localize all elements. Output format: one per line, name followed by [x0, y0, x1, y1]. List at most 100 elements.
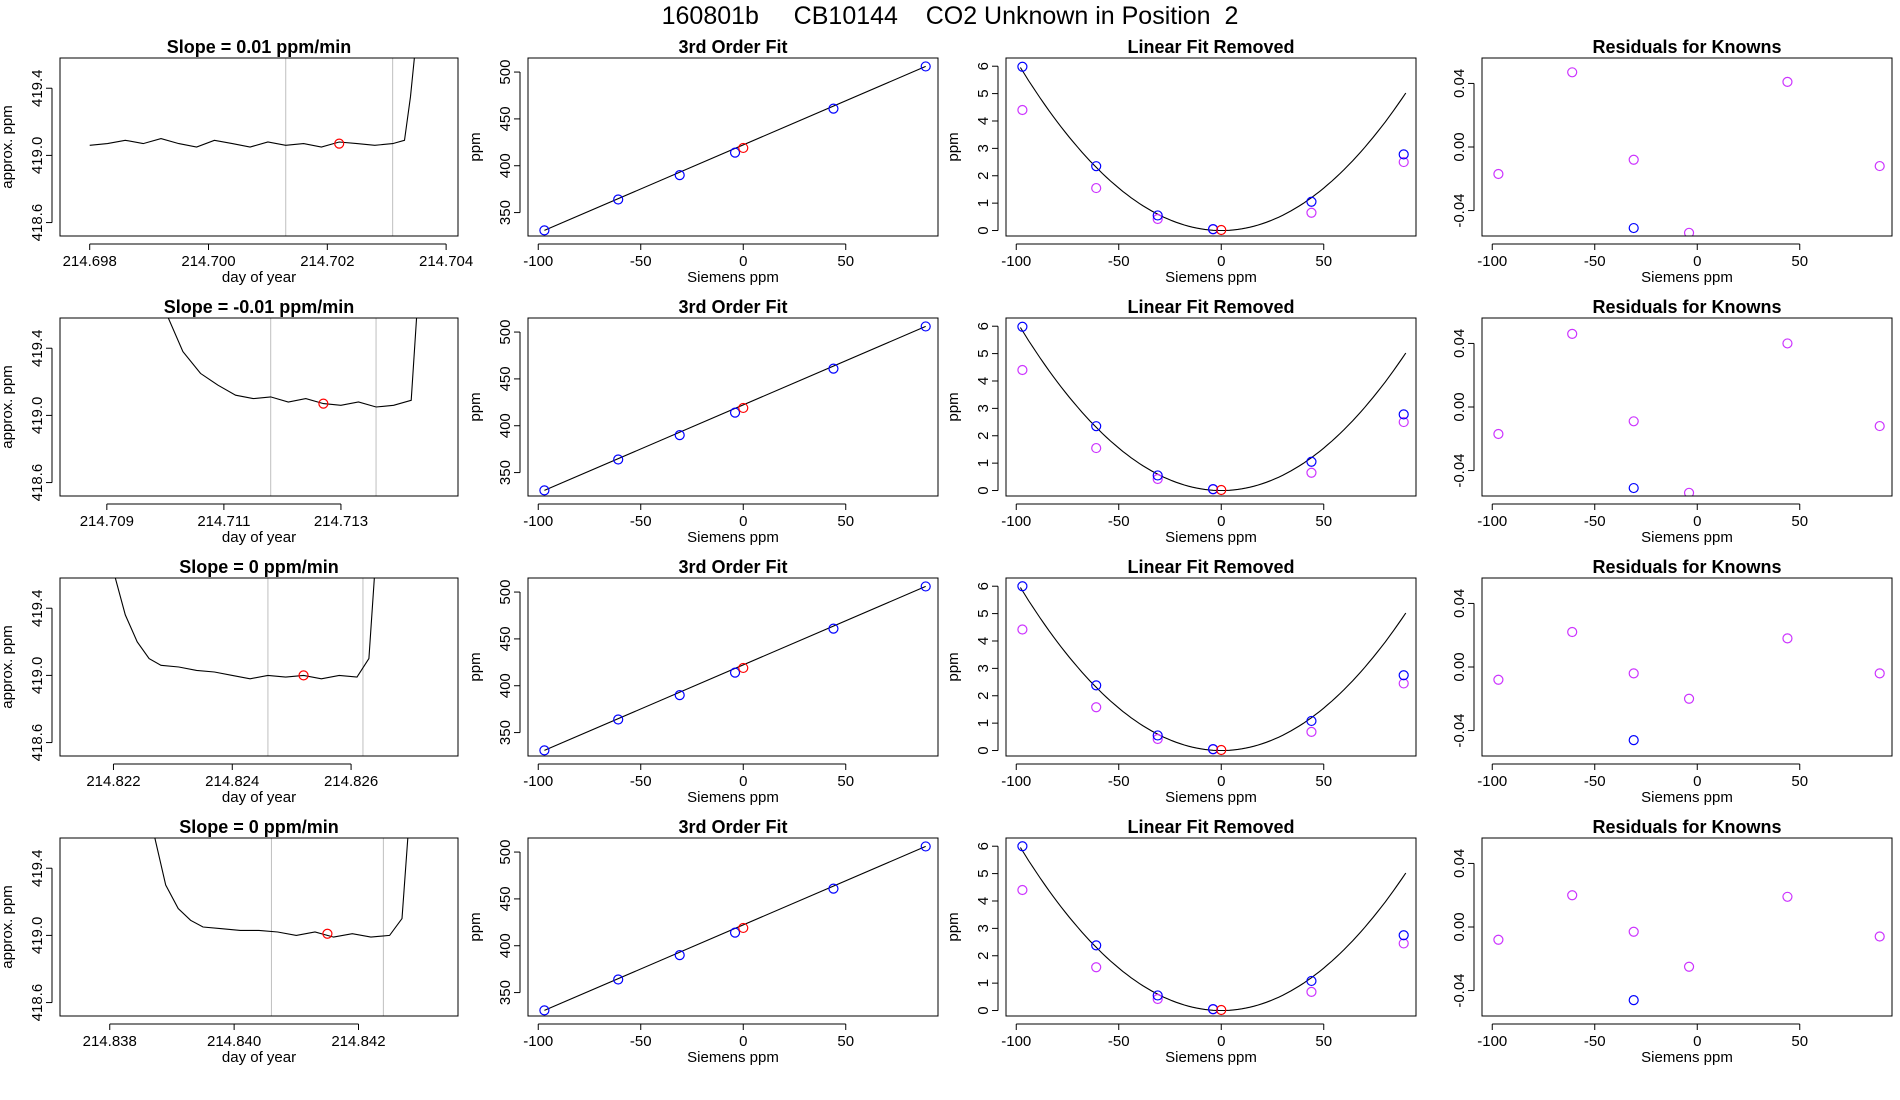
x-tick-label: -100 — [1001, 1033, 1031, 1050]
y-tick-label: 500 — [497, 840, 514, 865]
y-tick-label: 2 — [975, 172, 992, 180]
x-axis-label: Siemens ppm — [687, 269, 779, 286]
x-tick-label: -50 — [630, 513, 652, 530]
y-tick-label: 3 — [975, 924, 992, 932]
x-tick-label: 214.709 — [80, 513, 134, 530]
standard-point — [1306, 715, 1317, 727]
unknown-point — [298, 670, 309, 681]
x-tick-label: 214.713 — [314, 513, 368, 530]
panel-title: 3rd Order Fit — [678, 557, 787, 577]
residual-point — [1493, 428, 1504, 440]
x-tick-label: 214.838 — [83, 1033, 137, 1050]
panel-title: Linear Fit Removed — [1127, 297, 1294, 317]
y-tick-label: 418.6 — [29, 204, 46, 242]
x-axis-label: Siemens ppm — [1641, 1049, 1733, 1066]
residual-point — [1683, 693, 1695, 704]
trace-line — [154, 838, 409, 938]
x-tick-label: -100 — [1477, 773, 1507, 790]
residual-point — [1782, 891, 1793, 902]
data-layer — [1017, 321, 1409, 496]
y-tick-label: 2 — [975, 432, 992, 440]
panel-time-trace-4: Slope = 0 ppm/min 214.838 214.840 214.842 da… — [0, 817, 459, 1066]
standard-point — [729, 147, 741, 158]
standard-point — [674, 950, 685, 961]
standard-point — [1152, 730, 1163, 741]
x-tick-label: -100 — [1001, 253, 1031, 270]
y-tick-label: 1 — [975, 199, 992, 207]
y-axis-label: approx. ppm — [0, 105, 16, 188]
residual-point — [1628, 154, 1639, 165]
plot-frame — [527, 837, 939, 1017]
residual-point — [1493, 168, 1504, 180]
y-axis-label: ppm — [945, 392, 962, 421]
data-layer — [539, 581, 931, 756]
plot-frame — [527, 57, 939, 237]
data-layer — [1493, 890, 1885, 1006]
y-axis-label: ppm — [945, 912, 962, 941]
residual-point — [1628, 926, 1639, 937]
residual-point — [1152, 993, 1163, 1005]
plot-frame — [59, 837, 459, 1017]
panel-residuals-1: Residuals for Knowns -100 -50 0 50 Siemens pp… — [1451, 37, 1893, 286]
y-tick-label: 0.00 — [1451, 652, 1468, 681]
plot-frame — [1481, 837, 1893, 1017]
y-tick-label: 0.04 — [1451, 69, 1468, 98]
x-tick-label: 214.711 — [197, 513, 250, 530]
y-axis-label: ppm — [467, 132, 484, 161]
x-tick-label: 214.702 — [300, 253, 354, 270]
x-tick-label: 50 — [837, 1033, 854, 1050]
residual-point — [1683, 227, 1695, 236]
y-tick-label: 450 — [497, 626, 514, 651]
panel-title: Slope = -0.01 ppm/min — [164, 297, 355, 317]
residual-point — [1874, 668, 1885, 679]
standard-point — [828, 623, 839, 634]
residual-point — [1398, 678, 1409, 689]
y-tick-label: 419.0 — [29, 397, 46, 435]
panel-time-trace-2: Slope = -0.01 ppm/min 214.709 214.711 214.7… — [0, 297, 459, 546]
y-tick-label: 5 — [975, 609, 992, 617]
standard-point — [828, 883, 839, 894]
standard-point — [920, 841, 931, 852]
y-tick-label: 400 — [497, 413, 514, 438]
data-layer — [1493, 626, 1885, 746]
y-axis-label: approx. ppm — [0, 625, 16, 708]
standard-point — [729, 927, 741, 938]
unknown-point — [1216, 484, 1227, 496]
standard-point — [674, 170, 685, 181]
x-tick-label: -50 — [630, 773, 652, 790]
standard-point — [674, 690, 685, 701]
data-layer — [89, 58, 415, 236]
standard-point — [1017, 321, 1028, 332]
standard-point — [1628, 222, 1639, 234]
unknown-point — [318, 398, 329, 409]
data-layer — [1017, 841, 1409, 1016]
residual-point — [1091, 962, 1102, 973]
x-axis-label: day of year — [222, 529, 296, 546]
x-tick-label: 0 — [739, 513, 747, 530]
x-tick-label: 214.704 — [419, 253, 473, 270]
trace-line — [167, 318, 418, 408]
panel-title: Slope = 0.01 ppm/min — [167, 37, 352, 57]
panel-title: Slope = 0 ppm/min — [179, 817, 339, 837]
residual-point — [1091, 702, 1102, 713]
residual-point — [1683, 487, 1695, 496]
x-tick-label: 214.826 — [324, 773, 378, 790]
y-tick-label: 419.0 — [29, 657, 46, 695]
residual-point — [1017, 884, 1028, 896]
panel-third-order-fit-4: 3rd Order Fit -100 -50 0 50 Siemens ppm 350 400… — [467, 817, 939, 1066]
x-tick-label: 50 — [1315, 1033, 1332, 1050]
residual-point — [1398, 156, 1409, 168]
x-tick-label: 50 — [837, 513, 854, 530]
standard-point — [613, 194, 624, 205]
plot-frame — [1481, 317, 1893, 497]
standard-point — [613, 974, 624, 985]
y-tick-label: 500 — [497, 60, 514, 85]
standard-point — [1306, 456, 1317, 467]
standard-point — [920, 321, 931, 332]
data-layer — [154, 838, 409, 1016]
x-tick-label: 214.824 — [205, 773, 259, 790]
plot-frame — [527, 317, 939, 497]
standard-point — [920, 581, 931, 592]
